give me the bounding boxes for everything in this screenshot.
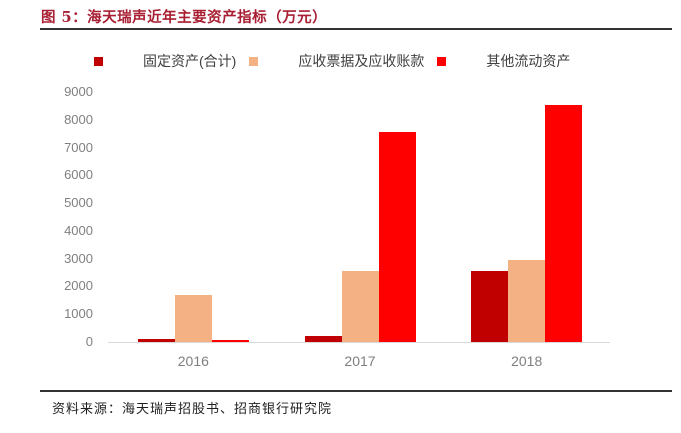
legend-item: 应收票据及应收账款 xyxy=(249,51,424,71)
chart-legend: 固定资产(合计) 应收票据及应收账款 其他流动资产 xyxy=(94,52,570,70)
y-axis-tick-label: 2000 xyxy=(64,278,93,294)
legend-swatch-icon xyxy=(249,56,259,66)
y-axis-tick-label: 5000 xyxy=(64,195,93,211)
figure-title: 图 5：海天瑞声近年主要资产指标（万元） xyxy=(41,9,328,26)
bar xyxy=(545,104,583,342)
bar-group-2016 xyxy=(110,92,277,342)
plot-area xyxy=(110,92,610,342)
source-note: 资料来源：海天瑞声招股书、招商银行研究院 xyxy=(52,402,333,417)
y-axis-tick-label: 3000 xyxy=(64,250,93,266)
bar xyxy=(378,132,416,342)
legend-swatch-icon xyxy=(437,56,447,66)
y-axis-tick-label: 7000 xyxy=(64,139,93,155)
bar xyxy=(471,271,509,342)
y-axis-tick-label: 8000 xyxy=(64,111,93,127)
x-axis-line xyxy=(108,342,610,343)
y-axis-tick-label: 4000 xyxy=(64,222,93,238)
legend-item: 其他流动资产 xyxy=(437,51,570,71)
x-axis-tick-label: 2016 xyxy=(177,353,209,369)
y-axis-tick-label: 9000 xyxy=(64,84,93,99)
legend-label: 应收票据及应收账款 xyxy=(298,53,425,69)
y-axis-tick-label: 1000 xyxy=(64,306,93,322)
legend-swatch-icon xyxy=(94,56,103,66)
bar xyxy=(211,339,249,342)
footer-rule xyxy=(40,390,672,392)
y-axis-tick-label: 0 xyxy=(85,334,93,349)
bar-group-2017 xyxy=(277,92,444,342)
x-axis-tick-label: 2017 xyxy=(344,353,376,369)
bar xyxy=(304,335,342,342)
x-axis-labels: 2016 2017 2018 xyxy=(110,353,610,369)
legend-label: 其他流动资产 xyxy=(486,53,571,69)
bar-group-2018 xyxy=(443,92,610,342)
legend-item: 固定资产(合计) xyxy=(94,51,236,71)
x-axis-tick-label: 2018 xyxy=(511,353,543,369)
y-axis-tick-label: 6000 xyxy=(64,167,93,183)
bar xyxy=(137,338,175,342)
bar xyxy=(174,294,212,342)
title-rule xyxy=(40,28,672,30)
legend-label: 固定资产(合计) xyxy=(143,53,237,69)
bar xyxy=(341,271,379,342)
bar xyxy=(508,260,546,342)
